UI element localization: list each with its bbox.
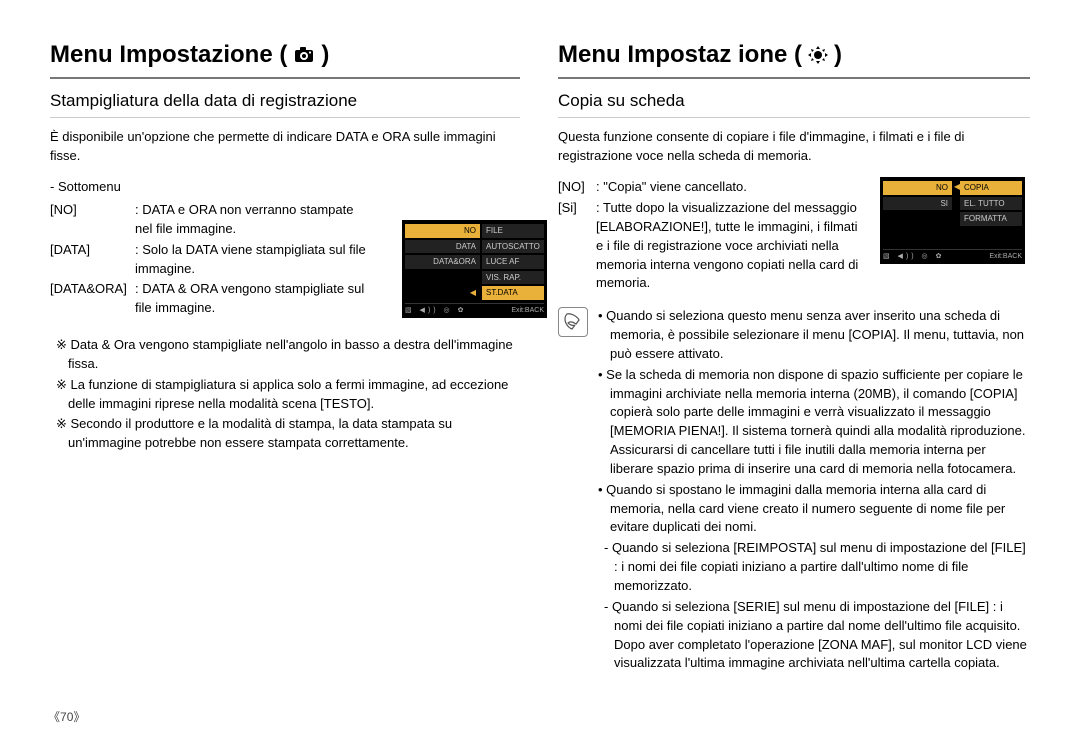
note-icon [558,307,588,337]
right-def-list: [NO]: "Copia" viene cancellato. [Si]: Tu… [558,178,868,293]
lcd-cell: LUCE AF [482,255,544,269]
lcd-cell: VIS. RAP. [482,271,544,285]
defval: : DATA & ORA vengono stampigliate sul fi… [135,280,370,318]
right-intro: Questa funzione consente di copiare i fi… [558,128,1030,166]
lcd-footer-icons: ▧ ◀)) ◎ ✿ [883,252,944,262]
lcd-cell: AUTOSCATTO [482,240,544,254]
defkey: [Si] [558,199,596,293]
lcd-cell: DATA&ORA [405,255,480,269]
lcd-left-screenshot: NOFILE DATAAUTOSCATTO DATA&ORALUCE AF VI… [402,220,547,318]
lcd-exit-label: Exit:BACK [989,252,1022,262]
title-right-end: ) [834,38,842,73]
lcd-cell: FILE [482,224,544,238]
lcd-cell: NO [883,181,952,195]
lcd-cell: SI [883,197,952,211]
lcd-cell: FORMATTA [960,212,1022,226]
defkey: [DATA&ORA] [50,280,135,318]
submenu-label: - Sottomenu [50,178,370,197]
left-note: ※ Secondo il produttore e la modalità di… [50,415,520,453]
lcd-cell: ST.DATA [482,286,544,300]
defval: : DATA e ORA non verranno stampate nel f… [135,201,370,239]
left-note: ※ Data & Ora vengono stampigliate nell'a… [50,336,520,374]
lcd-footer-icons: ▧ ◀)) ◎ ✿ [405,306,466,316]
lcd-right-screenshot: NO◀COPIA SIEL. TUTTO FORMATTA ▧ ◀)) ◎ ✿E… [880,177,1025,264]
title-left: Menu Impostazione ( ) [50,38,520,79]
lcd-cell: COPIA [960,181,1022,195]
lcd-cell [883,212,952,226]
defkey: [DATA] [50,241,135,279]
defval: : Solo la DATA viene stampigliata sul fi… [135,241,370,279]
note-subitem: Quando si seleziona [SERIE] sul menu di … [598,598,1030,673]
lcd-cell: NO [405,224,480,238]
note-item: Quando si seleziona questo menu senza av… [598,307,1030,364]
camera-gear-icon [293,46,315,64]
page-number: 《70》 [48,709,85,726]
lcd-cell: DATA [405,240,480,254]
left-def-list: [NO]: DATA e ORA non verranno stampate n… [50,201,370,318]
left-note: ※ La funzione di stampigliatura si appli… [50,376,520,414]
defval: : Tutte dopo la visualizzazione del mess… [596,199,868,293]
arrow-left-icon: ◀ [405,286,480,300]
tools-gear-icon [808,46,828,64]
lcd-cell: EL. TUTTO [960,197,1022,211]
title-left-end: ) [321,38,329,73]
title-right-text: Menu Impostaz ione ( [558,38,802,73]
note-item: Quando si spostano le immagini dalla mem… [598,481,1030,538]
lcd-exit-label: Exit:BACK [511,306,544,316]
left-intro: È disponibile un'opzione che permette di… [50,128,520,166]
note-item: Se la scheda di memoria non dispone di s… [598,366,1030,479]
title-left-text: Menu Impostazione ( [50,38,287,73]
right-subhead: Copia su scheda [558,89,1030,119]
defkey: [NO] [50,201,135,239]
defval: : "Copia" viene cancellato. [596,178,868,197]
left-notes: ※ Data & Ora vengono stampigliate nell'a… [50,336,520,453]
note-body: Quando si seleziona questo menu senza av… [598,307,1030,675]
left-subhead: Stampigliatura della data di registrazio… [50,89,520,119]
title-right: Menu Impostaz ione ( ) [558,38,1030,79]
note-subitem: Quando si seleziona [REIMPOSTA] sul menu… [598,539,1030,596]
lcd-cell [405,271,480,285]
defkey: [NO] [558,178,596,197]
